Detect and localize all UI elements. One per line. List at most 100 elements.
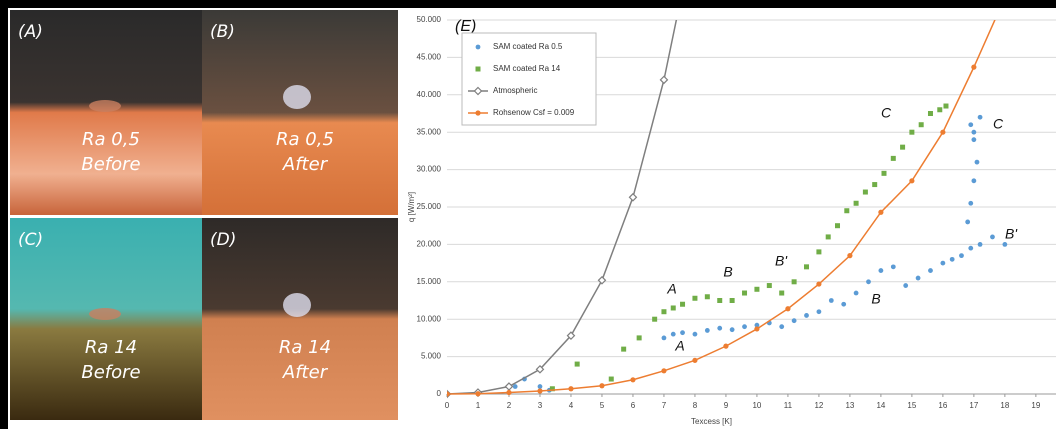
data-point (844, 208, 849, 213)
data-point (937, 107, 942, 112)
y-tick-label: 25.000 (417, 202, 442, 211)
legend-marker (476, 67, 481, 72)
data-point (506, 390, 511, 395)
data-point (903, 283, 908, 288)
photo-label: (A) (18, 22, 43, 42)
data-point (637, 335, 642, 340)
data-point (950, 257, 955, 262)
data-point (723, 344, 728, 349)
y-tick-label: 50.000 (417, 15, 442, 24)
annotation: C (881, 105, 892, 121)
data-point (916, 276, 921, 281)
data-point (599, 383, 604, 388)
data-point (866, 279, 871, 284)
data-point (872, 182, 877, 187)
x-tick-label: 3 (538, 401, 543, 410)
y-axis-label: q [W/m²] (407, 192, 416, 222)
data-point (990, 235, 995, 240)
photo-caption: Ra 14 (85, 337, 137, 358)
data-point (475, 391, 480, 396)
data-point (940, 261, 945, 266)
legend-marker (476, 45, 481, 50)
data-point (575, 362, 580, 367)
data-point (971, 130, 976, 135)
y-tick-label: 35.000 (417, 127, 442, 136)
photo-caption: Before (81, 154, 140, 175)
x-tick-label: 17 (969, 401, 978, 410)
data-point (959, 253, 964, 258)
data-point (816, 281, 821, 286)
x-tick-label: 4 (569, 401, 574, 410)
annotation: B' (1005, 226, 1018, 242)
data-point (909, 130, 914, 135)
data-point (826, 234, 831, 239)
data-point (742, 324, 747, 329)
legend-label: SAM coated Ra 14 (493, 64, 561, 73)
data-point (1002, 242, 1007, 247)
data-point (792, 318, 797, 323)
annotation: A (666, 281, 676, 297)
data-point (754, 326, 759, 331)
legend-label: Rohsenow Csf = 0.009 (493, 108, 575, 117)
data-point (537, 388, 542, 393)
x-tick-label: 6 (631, 401, 636, 410)
data-point (928, 268, 933, 273)
data-point (971, 137, 976, 142)
data-point (817, 309, 822, 314)
top-border (0, 0, 1056, 8)
data-point (878, 268, 883, 273)
data-point (717, 298, 722, 303)
data-point (854, 291, 859, 296)
data-point (754, 287, 759, 292)
data-point (928, 111, 933, 116)
data-point (444, 391, 449, 396)
y-tick-label: 5.000 (421, 352, 442, 361)
photo-caption: Ra 0,5 (82, 129, 140, 150)
annotation: B (871, 291, 880, 307)
x-tick-label: 15 (907, 401, 916, 410)
x-tick-label: 16 (938, 401, 947, 410)
data-point (621, 347, 626, 352)
data-point (816, 249, 821, 254)
x-tick-label: 18 (1000, 401, 1009, 410)
data-point (919, 122, 924, 127)
data-point (971, 178, 976, 183)
photo-label: (B) (210, 22, 235, 42)
annotation: B (723, 264, 732, 280)
data-point (629, 194, 636, 201)
data-point (847, 253, 852, 258)
y-tick-label: 40.000 (417, 90, 442, 99)
data-point (975, 160, 980, 165)
x-tick-label: 10 (752, 401, 761, 410)
data-point (692, 358, 697, 363)
data-point (854, 201, 859, 206)
data-point (630, 377, 635, 382)
data-point (779, 291, 784, 296)
x-tick-label: 5 (600, 401, 605, 410)
legend-label: Atmospheric (493, 86, 537, 95)
x-tick-label: 0 (445, 401, 450, 410)
data-point (779, 324, 784, 329)
data-point (878, 210, 883, 215)
data-point (661, 309, 666, 314)
y-tick-label: 30.000 (417, 165, 442, 174)
data-point (891, 264, 896, 269)
legend-label: SAM coated Ra 0.5 (493, 42, 563, 51)
data-point (705, 328, 710, 333)
x-tick-label: 8 (693, 401, 698, 410)
data-point (943, 104, 948, 109)
x-axis-label: Texcess [K] (691, 417, 732, 426)
x-tick-label: 7 (662, 401, 667, 410)
droplet (283, 293, 311, 317)
data-point (662, 336, 667, 341)
data-point (829, 298, 834, 303)
data-point (841, 302, 846, 307)
y-tick-label: 45.000 (417, 53, 442, 62)
y-tick-label: 0 (437, 389, 442, 398)
data-point (598, 277, 605, 284)
photo-caption: After (282, 154, 329, 175)
data-point (538, 384, 543, 389)
photo-label: (D) (210, 230, 236, 250)
droplet (89, 100, 121, 112)
